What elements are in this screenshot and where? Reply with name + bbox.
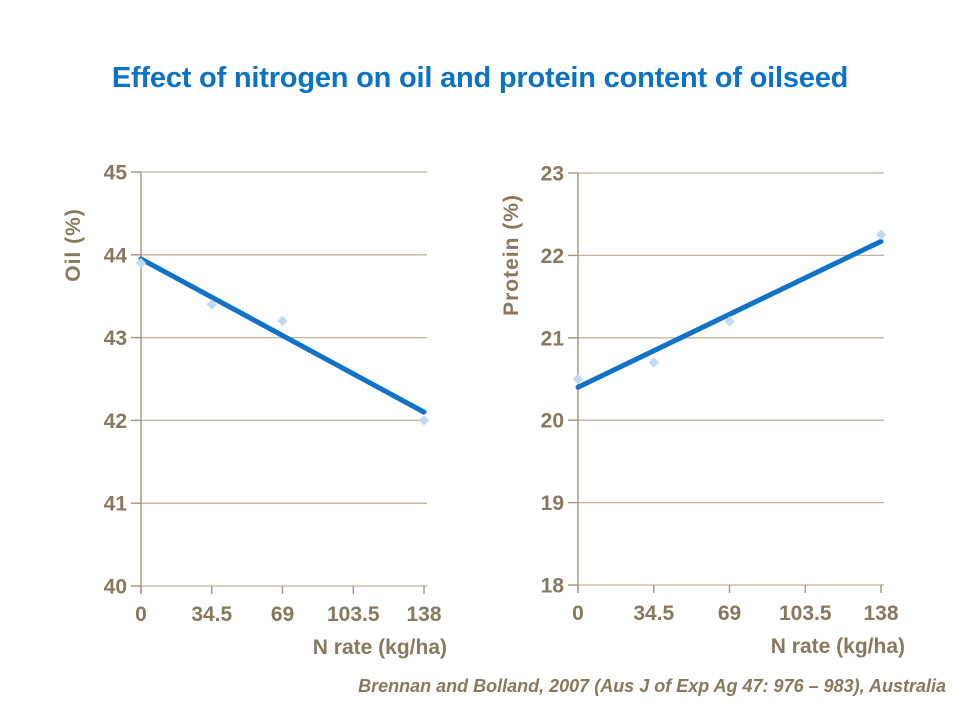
y-axis-title: Oil (%) bbox=[62, 208, 85, 282]
data-point-marker bbox=[418, 415, 430, 426]
y-tick-label: 42 bbox=[104, 410, 127, 433]
trend-line bbox=[138, 256, 427, 415]
y-tick-label: 41 bbox=[104, 493, 128, 516]
x-axis-title: N rate (kg/ha) bbox=[771, 635, 905, 658]
y-tick-label: 20 bbox=[541, 410, 564, 433]
y-tick-label: 44 bbox=[104, 244, 128, 267]
chart-canvas: 40 41 42 43 44 45 0 34.5 69 103.5 138 Oil (%) N rate… bbox=[62, 162, 447, 660]
y-tick-label: 45 bbox=[104, 162, 128, 185]
data-point-marker bbox=[648, 357, 659, 368]
data-point-marker bbox=[135, 257, 147, 269]
x-tick-label: 0 bbox=[135, 603, 147, 626]
y-axis-title: Protein (%) bbox=[500, 194, 523, 316]
citation-text: Brennan and Bolland, 2007 (Aus J of Exp … bbox=[358, 676, 946, 696]
data-point-marker bbox=[277, 315, 288, 327]
data-point-marker bbox=[206, 299, 217, 310]
x-tick-label: 69 bbox=[271, 603, 294, 626]
x-tick-label: 138 bbox=[406, 603, 441, 626]
y-tick-label: 22 bbox=[541, 245, 564, 268]
oil-chart: 40 41 42 43 44 45 0 34.5 69 103.5 138 Oil (%) N rate… bbox=[40, 150, 510, 680]
y-tick-label: 18 bbox=[541, 575, 565, 598]
slide-title: Effect of nitrogen on oil and protein co… bbox=[111, 62, 849, 94]
x-tick-label: 34.5 bbox=[191, 603, 232, 626]
y-tick-label: 43 bbox=[104, 327, 127, 350]
data-point-marker bbox=[875, 229, 887, 240]
x-axis-title: N rate (kg/ha) bbox=[313, 636, 447, 659]
y-tick-label: 19 bbox=[541, 492, 564, 515]
x-tick-label: 103.5 bbox=[779, 602, 832, 625]
x-tick-label: 34.5 bbox=[633, 602, 674, 625]
y-tick-label: 21 bbox=[541, 327, 565, 350]
data-point-marker bbox=[724, 316, 735, 327]
y-tick-label: 40 bbox=[104, 576, 127, 599]
data-point-marker bbox=[572, 373, 584, 385]
protein-chart: 18 19 20 21 22 23 0 34.5 69 103.5 138 Protein (%) N … bbox=[480, 150, 960, 680]
x-tick-label: 0 bbox=[572, 602, 584, 625]
x-tick-label: 138 bbox=[863, 602, 898, 625]
x-tick-label: 103.5 bbox=[327, 603, 380, 626]
x-tick-label: 69 bbox=[718, 602, 741, 625]
chart-canvas: 18 19 20 21 22 23 0 34.5 69 103.5 138 Protein (%) N … bbox=[500, 163, 905, 659]
y-tick-label: 23 bbox=[541, 163, 564, 186]
trend-line bbox=[575, 238, 884, 390]
